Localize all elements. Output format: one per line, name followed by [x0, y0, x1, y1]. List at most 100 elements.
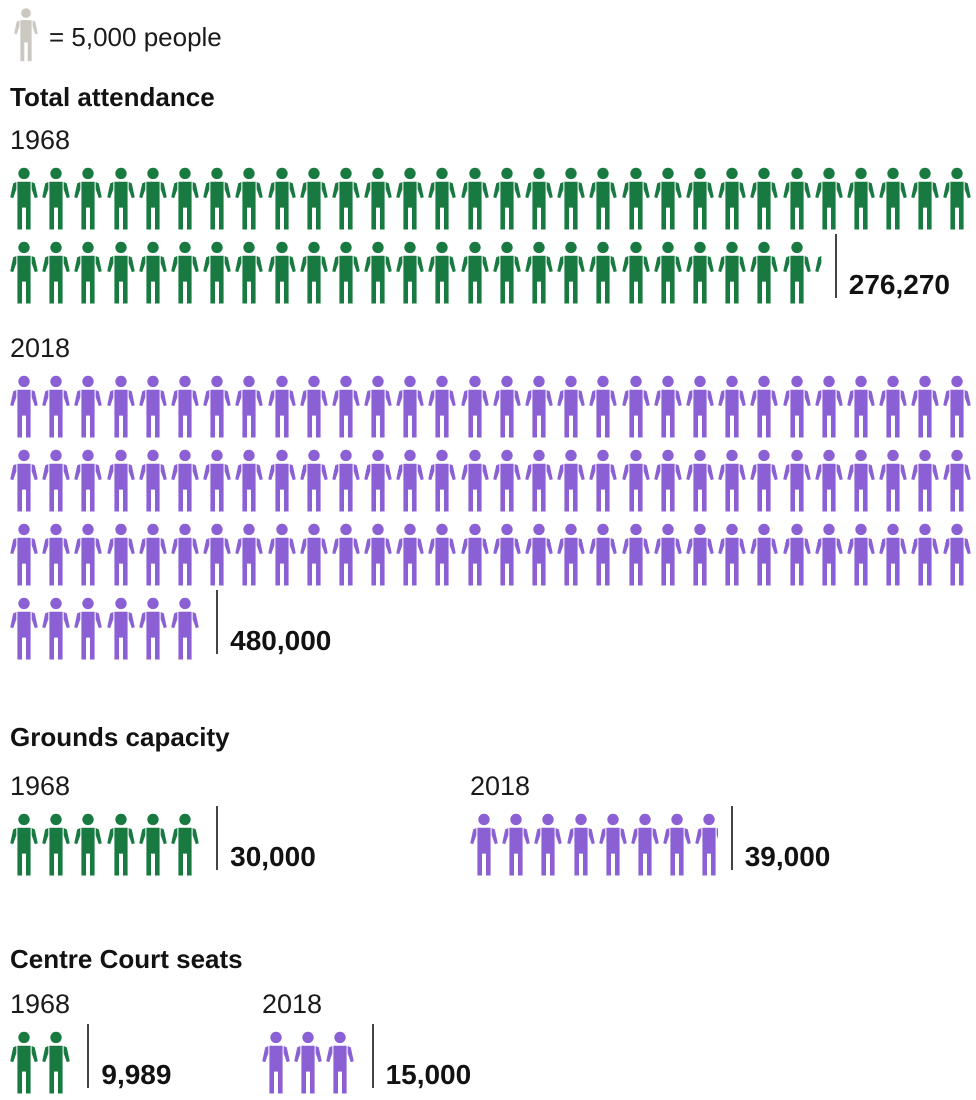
- person-icon: [106, 519, 139, 593]
- person-icon: [138, 445, 171, 519]
- person-icon: [847, 445, 879, 519]
- pictogram-row: 9,989: [10, 1024, 260, 1100]
- person-icon: [911, 445, 943, 519]
- year-label: 2018: [262, 989, 323, 1019]
- person-icon: [364, 371, 396, 445]
- person-icon: [42, 519, 74, 593]
- person-icon: [525, 237, 557, 311]
- person-icon: [782, 519, 815, 593]
- person-icon: [428, 371, 460, 445]
- person-icon: [470, 809, 502, 883]
- value-number: 276,270: [848, 269, 950, 300]
- person-icon: [943, 445, 975, 519]
- person-icon: [943, 519, 975, 593]
- person-icon: [718, 237, 750, 311]
- person-icon: [42, 1027, 74, 1100]
- separator-line: [730, 806, 733, 870]
- person-icon: [653, 371, 686, 445]
- person-icon: [106, 237, 139, 311]
- person-icon: [750, 237, 782, 311]
- person-icon: [428, 445, 460, 519]
- value-number: 480,000: [230, 625, 332, 656]
- person-icon: [750, 371, 782, 445]
- person-icon: [203, 519, 235, 593]
- person-icon: [203, 237, 235, 311]
- value-number: 30,000: [230, 841, 316, 872]
- section-title-total-attendance: Total attendance: [10, 82, 215, 112]
- person-icon: [42, 809, 74, 883]
- person-icon: [589, 237, 621, 311]
- person-icon: [203, 163, 235, 237]
- person-icon: [557, 445, 589, 519]
- person-icon: [460, 237, 493, 311]
- person-icon: [525, 519, 557, 593]
- person-icon: [428, 519, 460, 593]
- person-icon: [235, 237, 267, 311]
- person-icon: [74, 593, 106, 667]
- person-icon: [879, 519, 911, 593]
- person-icon: [621, 445, 654, 519]
- person-icon: [138, 371, 171, 445]
- person-icon: [267, 163, 300, 237]
- pictogram-row: 39,000: [470, 806, 970, 883]
- person-icon: [74, 519, 106, 593]
- person-icon: [911, 371, 943, 445]
- person-icon: [42, 371, 74, 445]
- person-icon: [686, 237, 718, 311]
- year-label: 1968: [10, 771, 71, 801]
- value-label: 276,270: [834, 234, 950, 300]
- person-icon: [943, 163, 975, 237]
- person-icon: [589, 445, 621, 519]
- section-title-centre-court-seats: Centre Court seats: [10, 944, 243, 974]
- person-icon: [557, 237, 589, 311]
- person-icon: [42, 445, 74, 519]
- person-icon: [911, 519, 943, 593]
- person-icon: [171, 371, 203, 445]
- person-icon: [396, 163, 428, 237]
- value-label: 30,000: [216, 806, 316, 872]
- person-icon: [267, 445, 300, 519]
- person-icon: [686, 445, 718, 519]
- person-icon: [364, 237, 396, 311]
- person-icon: [10, 1027, 42, 1100]
- person-icon: [203, 371, 235, 445]
- person-icon: [525, 445, 557, 519]
- person-icon: [299, 371, 332, 445]
- section-title-grounds-capacity: Grounds capacity: [10, 722, 230, 752]
- person-icon: [171, 237, 203, 311]
- person-icon: [493, 445, 525, 519]
- person-icon: [332, 237, 364, 311]
- person-icon: [138, 163, 171, 237]
- person-icon: [879, 163, 911, 237]
- person-icon: [589, 163, 621, 237]
- person-icon: [718, 163, 750, 237]
- person-icon: [171, 593, 203, 667]
- person-icon: [267, 519, 300, 593]
- person-icon: [10, 163, 42, 237]
- pictogram-row: 276,270: [10, 163, 976, 311]
- person-icon: [879, 371, 911, 445]
- person-icon: [74, 371, 106, 445]
- person-icon: [814, 445, 847, 519]
- person-icon: [847, 371, 879, 445]
- person-icon: [525, 163, 557, 237]
- person-icon: [10, 593, 42, 667]
- separator-line: [216, 806, 219, 870]
- person-icon-partial: [814, 237, 822, 311]
- person-icon: [74, 163, 106, 237]
- person-icon: [14, 8, 38, 67]
- person-icon: [106, 445, 139, 519]
- person-icon: [750, 519, 782, 593]
- person-icon: [267, 371, 300, 445]
- person-icon: [138, 809, 171, 883]
- person-icon: [911, 163, 943, 237]
- person-icon: [203, 445, 235, 519]
- group-total-attendance-2018: 2018 480,000: [10, 332, 976, 667]
- person-icon: [621, 163, 654, 237]
- person-icon: [235, 163, 267, 237]
- person-icon: [493, 237, 525, 311]
- person-icon: [171, 519, 203, 593]
- group-centre-court-1968: 1968 9,989: [10, 988, 260, 1100]
- person-icon: [589, 371, 621, 445]
